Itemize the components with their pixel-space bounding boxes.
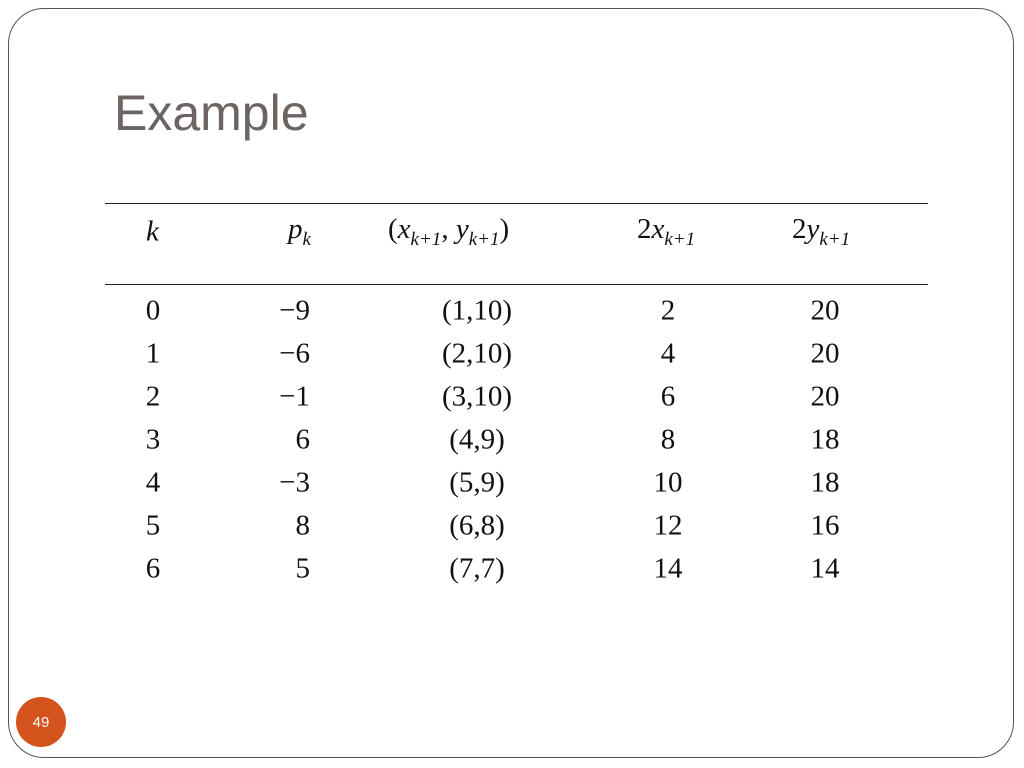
- table-cell: 6: [295, 423, 311, 456]
- header-cell: k: [146, 216, 159, 249]
- header-text: k+1: [819, 229, 851, 250]
- header-text: x: [651, 213, 665, 245]
- table-cell: (6,8): [449, 509, 505, 542]
- table-cell: −1: [279, 380, 310, 413]
- table-cell: 12: [653, 509, 683, 542]
- table-cell: 3: [145, 423, 161, 456]
- table-cell: 18: [810, 466, 840, 499]
- header-text: p: [288, 213, 303, 245]
- slide-frame: [8, 8, 1014, 758]
- header-text: k: [146, 215, 159, 248]
- header-cell: 2xk+1: [637, 213, 695, 251]
- table-cell: 20: [810, 337, 840, 370]
- table-cell: 5: [295, 552, 311, 585]
- table-cell: 8: [660, 423, 676, 456]
- table-cell: 1: [145, 337, 161, 370]
- header-text: k+1: [664, 229, 696, 250]
- header-text: k+1: [468, 229, 500, 250]
- header-text: y: [455, 213, 469, 245]
- header-text: k+1: [410, 229, 442, 250]
- table-cell: 2: [660, 294, 676, 327]
- slide-title: Example: [114, 85, 309, 141]
- table-cell: 2: [145, 380, 161, 413]
- header-cell: pk: [288, 213, 311, 251]
- table-cell: (3,10): [441, 380, 513, 413]
- table-cell: (4,9): [449, 423, 505, 456]
- table-cell: 8: [295, 509, 311, 542]
- table-cell: 6: [660, 380, 676, 413]
- header-text: y: [806, 213, 820, 245]
- table-cell: (2,10): [441, 337, 513, 370]
- header-text: 2: [637, 213, 652, 245]
- table-cell: 0: [145, 294, 161, 327]
- header-text: ,: [441, 213, 456, 245]
- table-cell: −9: [279, 294, 310, 327]
- table-cell: 5: [145, 509, 161, 542]
- header-text: ): [499, 213, 510, 245]
- header-cell: (xk+1, yk+1): [388, 213, 509, 251]
- table-cell: −3: [279, 466, 310, 499]
- table-cell: 16: [810, 509, 840, 542]
- header-text: x: [397, 213, 411, 245]
- table-rule: [105, 284, 928, 285]
- table-cell: 14: [810, 552, 840, 585]
- table-cell: (5,9): [449, 466, 505, 499]
- table-cell: 18: [810, 423, 840, 456]
- table-cell: 4: [145, 466, 161, 499]
- header-text: (: [388, 213, 398, 245]
- header-text: 2: [792, 213, 807, 245]
- table-cell: 20: [810, 380, 840, 413]
- table-cell: 20: [810, 294, 840, 327]
- table-cell: 6: [145, 552, 161, 585]
- header-cell: 2yk+1: [792, 213, 850, 251]
- table-cell: (7,7): [449, 552, 505, 585]
- table-cell: 10: [653, 466, 683, 499]
- table-rule: [105, 203, 928, 204]
- table-cell: −6: [279, 337, 310, 370]
- header-text: k: [302, 229, 311, 250]
- page-number: 49: [16, 697, 66, 747]
- table-cell: (1,10): [441, 294, 513, 327]
- table-cell: 14: [653, 552, 683, 585]
- table-cell: 4: [660, 337, 676, 370]
